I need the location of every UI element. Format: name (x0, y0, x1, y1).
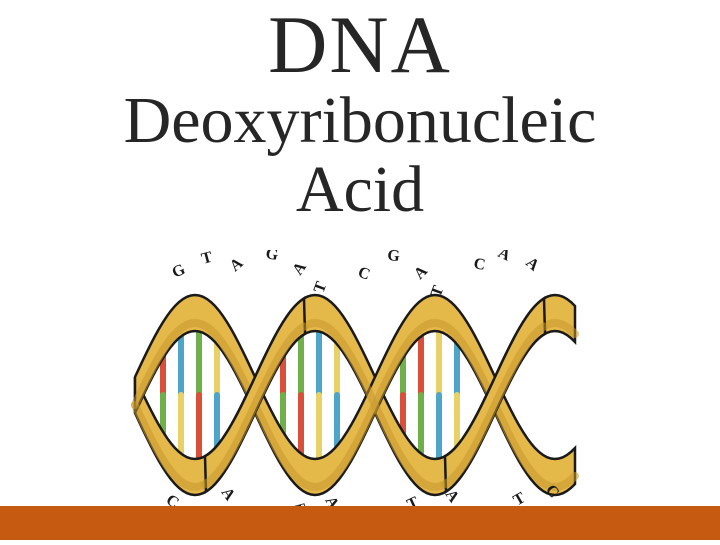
svg-text:G: G (170, 261, 189, 282)
svg-text:T: T (311, 279, 331, 295)
page-subtitle-line1: Deoxyribonucleic (0, 86, 720, 155)
dna-diagram: GTAGATCGATCAACTATTAGTAGTC (125, 250, 595, 540)
page-subtitle-line2: Acid (0, 155, 720, 224)
bottom-accent-bar (0, 506, 720, 540)
svg-text:A: A (227, 254, 247, 275)
svg-text:A: A (218, 485, 239, 505)
svg-text:A: A (522, 254, 542, 275)
svg-text:G: G (387, 250, 401, 265)
svg-text:A: A (411, 262, 432, 283)
svg-text:C: C (356, 264, 373, 284)
svg-text:G: G (264, 250, 280, 264)
svg-text:A: A (289, 259, 310, 279)
svg-text:C: C (472, 255, 486, 274)
svg-text:T: T (200, 250, 215, 268)
page-title: DNA (0, 0, 720, 86)
svg-text:A: A (495, 250, 513, 265)
